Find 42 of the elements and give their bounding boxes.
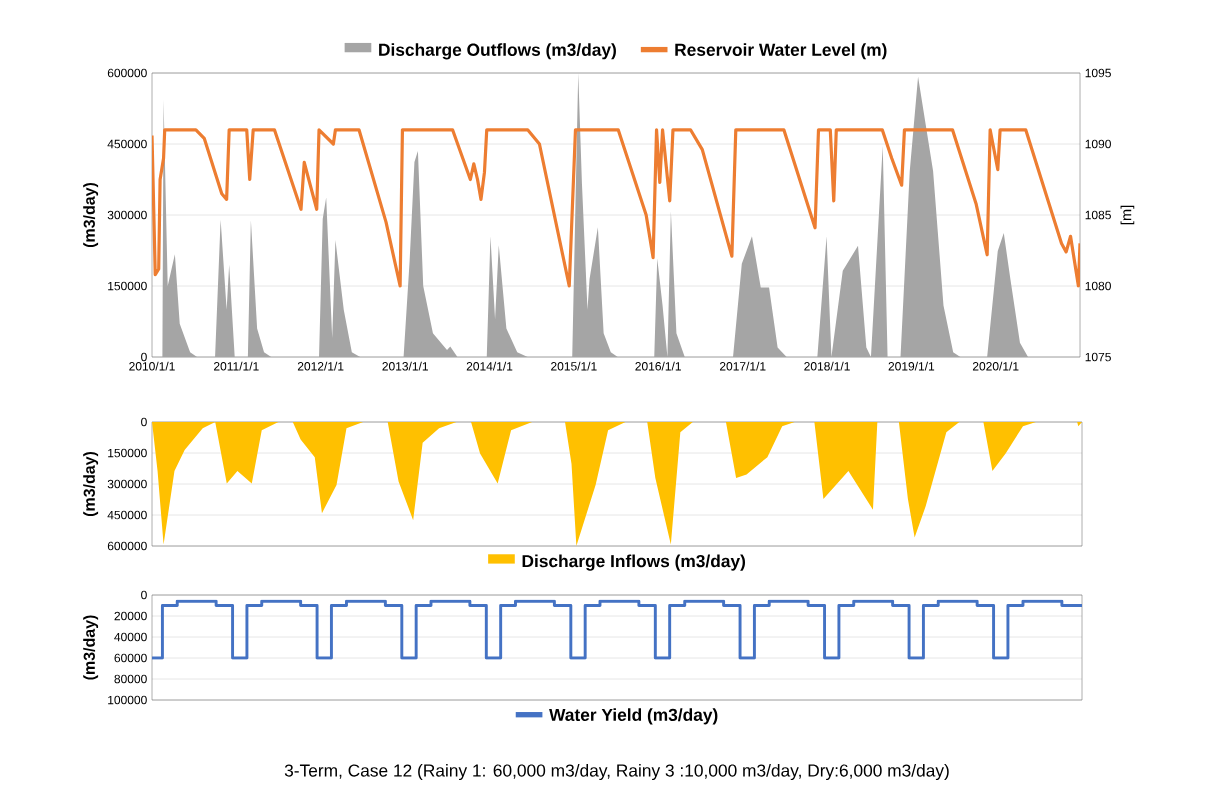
y-tick-label: 100000: [108, 695, 147, 705]
x-tick-label: 2020/1/1: [972, 361, 1019, 371]
y2-tick-label: 1075: [1085, 352, 1111, 362]
y-tick-label: 600000: [107, 68, 147, 78]
legend-label: Discharge Inflows (m3/day): [522, 554, 746, 571]
x-tick-label: 2013/1/1: [382, 361, 428, 371]
y2-axis-title: [m]: [1120, 205, 1135, 225]
y-axis-title: (m3/day): [83, 182, 99, 248]
legend-label: Discharge Outflows (m3/day): [379, 43, 616, 60]
y2-tick-label: 1090: [1085, 139, 1111, 149]
x-tick-label: 2014/1/1: [466, 361, 513, 371]
x-tick-label: 2016/1/1: [635, 361, 681, 371]
y-tick-label: 150000: [108, 281, 147, 291]
y-tick-label: 80000: [114, 674, 147, 684]
y-tick-label: 40000: [114, 632, 147, 642]
y-tick-label: 0: [141, 417, 147, 427]
y-tick-label: 450000: [107, 139, 147, 149]
x-tick-label: 2017/1/1: [719, 361, 766, 371]
legend-label: Water Yield (m3/day): [549, 708, 718, 725]
y2-tick-label: 1095: [1085, 68, 1111, 78]
y2-tick-label: 1085: [1085, 210, 1111, 220]
y-axis-title: (m3/day): [83, 451, 99, 517]
y-tick-label: 0: [141, 590, 147, 600]
line-series: [152, 128, 1081, 288]
y-tick-label: 300000: [107, 210, 147, 220]
x-tick-label: 2019/1/1: [888, 361, 935, 371]
legend-label: Reservoir Water Level (m): [675, 43, 887, 60]
x-tick-label: 2012/1/1: [297, 361, 344, 371]
y-tick-label: 150000: [108, 448, 147, 458]
y-tick-label: 20000: [114, 611, 147, 621]
x-tick-label: 2010/1/1: [129, 361, 175, 371]
x-tick-label: 2018/1/1: [804, 361, 850, 371]
y-axis-title: (m3/day): [83, 615, 99, 680]
x-tick-label: 2015/1/1: [551, 361, 597, 371]
x-tick-label: 2011/1/1: [214, 361, 259, 371]
y-tick-label: 0: [141, 352, 147, 362]
text: 3-Term, Case 12 (Rainy 1: 60,000 m3/day, Rainy 3 :10,000 m3/day, Dry:6,000 m3/day): [284, 763, 949, 781]
y-tick-label: 600000: [107, 541, 147, 551]
y-tick-label: 60000: [114, 653, 147, 663]
y-tick-label: 300000: [107, 479, 147, 489]
y-tick-label: 450000: [107, 510, 147, 520]
y2-tick-label: 1080: [1085, 281, 1111, 291]
